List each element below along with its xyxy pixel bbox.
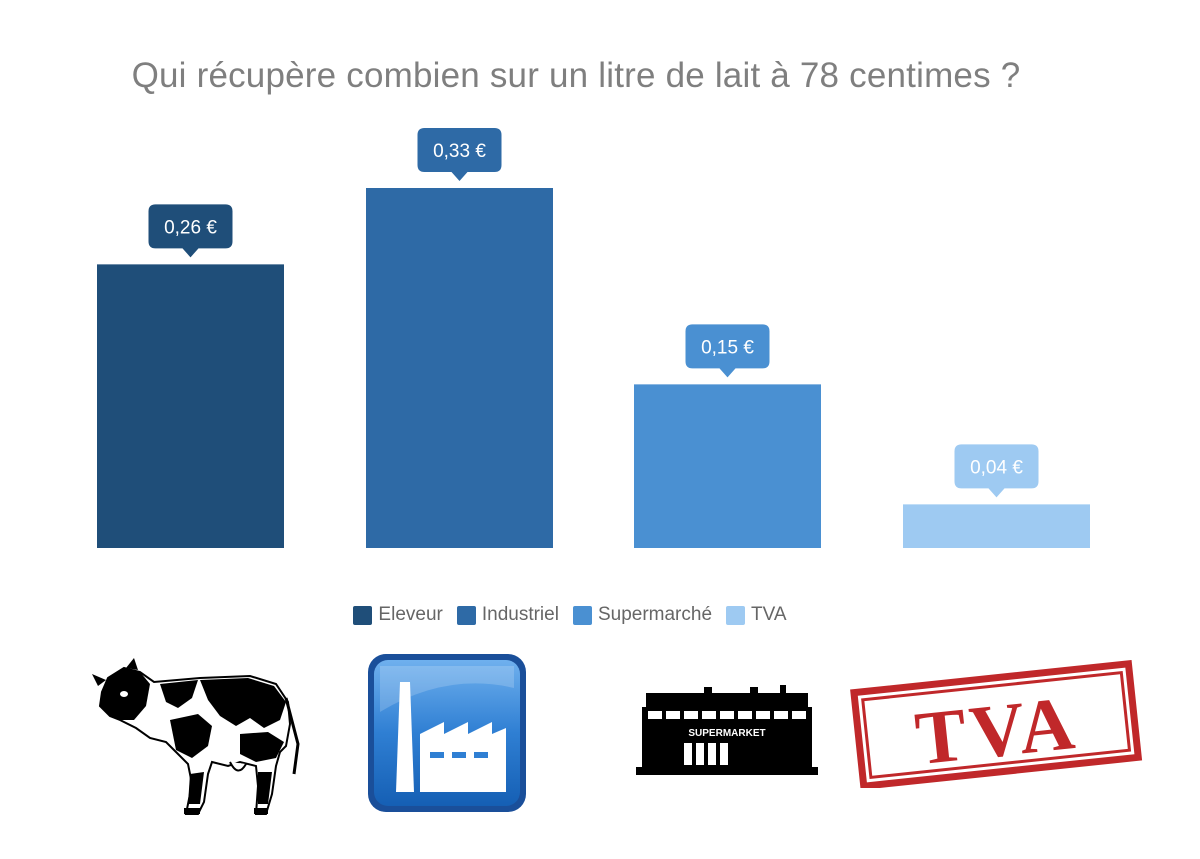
- value-label: 0,26 €: [164, 217, 217, 238]
- legend-item-eleveur[interactable]: Eleveur: [353, 604, 443, 626]
- legend-swatch: [353, 605, 373, 625]
- cow-icon: [92, 658, 300, 815]
- value-label: 0,04 €: [970, 457, 1023, 478]
- legend-label: TVA: [751, 604, 787, 625]
- legend-swatch: [456, 605, 476, 625]
- value-callout: [954, 444, 1039, 498]
- legend-item-industriel[interactable]: Industriel: [456, 604, 559, 626]
- legend-swatch: [726, 605, 746, 625]
- value-callout: [685, 324, 770, 378]
- factory-icon: [368, 654, 526, 812]
- stamp-text: TVA: [911, 681, 1082, 782]
- bar-tva: [903, 504, 1090, 548]
- bar-chart: 0,26 € 0,33 € 0,15 € 0,04 €: [97, 128, 1090, 548]
- value-label: 0,33 €: [433, 141, 486, 162]
- value-label: 0,15 €: [701, 337, 754, 358]
- value-callout: [417, 128, 502, 181]
- bar-industriel: [366, 188, 553, 548]
- legend-swatch: [572, 605, 592, 625]
- bar-supermarché: [634, 384, 821, 548]
- value-callout: [148, 204, 233, 258]
- legend-label: Industriel: [481, 604, 559, 625]
- bar-eleveur: [97, 264, 284, 548]
- legend-item-tva[interactable]: TVA: [726, 604, 787, 626]
- tva-stamp-icon: TVA: [850, 660, 1143, 788]
- legend-label: Supermarché: [597, 604, 713, 625]
- legend-label: Eleveur: [378, 604, 443, 625]
- chart-legend: Eleveur Industriel Supermarché TVA: [0, 604, 1140, 626]
- chart-title: Qui récupère combien sur un litre de lai…: [131, 56, 1021, 95]
- legend-item-supermarché[interactable]: Supermarché: [572, 604, 713, 626]
- supermarket-icon: SUPERMARKET: [636, 685, 818, 775]
- supermarket-sign: SUPERMARKET: [688, 728, 765, 739]
